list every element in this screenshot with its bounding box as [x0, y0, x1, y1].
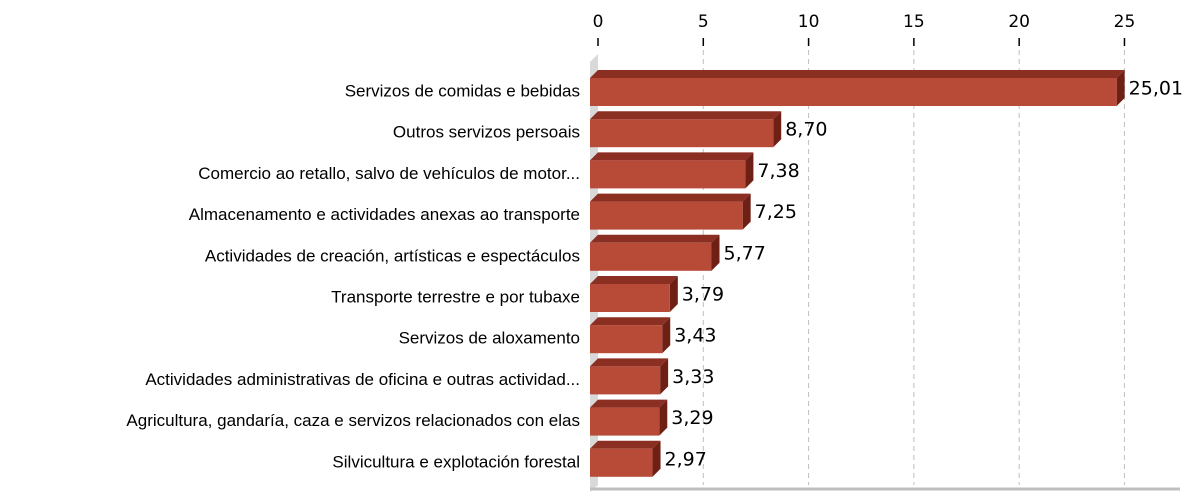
bar-front: [590, 448, 653, 477]
bar-top: [590, 440, 661, 449]
value-label: 25,01: [1129, 78, 1183, 100]
y-tick-label: Silvicultura e explotación forestal: [332, 452, 580, 471]
bar-top: [590, 317, 671, 326]
value-label: 3,33: [672, 366, 714, 388]
y-tick-label: Servizos de aloxamento: [399, 329, 580, 348]
bar-top: [590, 399, 668, 408]
bar-side: [669, 276, 678, 312]
x-tick-label: 20: [1008, 12, 1030, 32]
bar-front: [590, 366, 661, 395]
bar-side: [1116, 70, 1125, 106]
y-tick-label: Actividades administrativas de oficina e…: [145, 370, 580, 389]
bar-top: [590, 70, 1125, 78]
value-label: 3,43: [674, 325, 716, 347]
bar-side: [660, 358, 669, 395]
bar-front: [590, 78, 1117, 106]
bar-front: [590, 201, 743, 230]
bar-side: [659, 399, 668, 436]
value-label: 2,97: [665, 448, 707, 470]
bar-top: [590, 234, 720, 243]
y-tick-label: Outros servizos persoais: [393, 123, 580, 142]
bar: [590, 358, 669, 395]
bar: [590, 111, 782, 148]
y-tick-label: Agricultura, gandaría, caza e servizos r…: [126, 411, 580, 430]
bar: [590, 440, 661, 477]
value-label: 3,29: [671, 407, 713, 429]
bar: [590, 276, 678, 312]
bar-top: [590, 111, 782, 120]
y-tick-label: Comercio ao retallo, salvo de vehículos …: [198, 164, 580, 183]
bar-side: [773, 111, 782, 148]
value-label: 7,25: [755, 201, 797, 223]
bar: [590, 234, 720, 271]
value-label: 7,38: [757, 160, 799, 182]
bar-front: [590, 325, 663, 354]
y-tick-label: Transporte terrestre e por tubaxe: [331, 287, 580, 306]
bar: [590, 70, 1125, 106]
value-label: 5,77: [724, 242, 766, 264]
bar-front: [590, 119, 774, 148]
bar-side: [662, 317, 671, 354]
bar-top: [590, 152, 754, 161]
bar: [590, 152, 754, 189]
bar-front: [590, 284, 670, 312]
x-tick-label: 25: [1114, 12, 1136, 32]
bar-side: [745, 152, 754, 189]
bar-side: [742, 193, 751, 230]
value-label: 8,70: [785, 119, 827, 141]
x-tick-label: 15: [903, 12, 925, 32]
bar-front: [590, 242, 712, 271]
bar-top: [590, 358, 669, 367]
bar-top: [590, 193, 751, 202]
bar-top: [590, 276, 678, 284]
bar-front: [590, 407, 660, 436]
y-tick-label: Actividades de creación, artísticas e es…: [205, 246, 580, 265]
bar-side: [711, 234, 720, 271]
bar: [590, 193, 751, 230]
bar: [590, 399, 668, 436]
bar: [590, 317, 671, 354]
x-tick-label: 5: [698, 12, 709, 32]
bar-front: [590, 160, 746, 189]
value-label: 3,79: [682, 284, 724, 306]
y-tick-label: Almacenamento e actividades anexas ao tr…: [189, 205, 580, 224]
x-tick-label: 0: [593, 12, 604, 32]
x-tick-label: 10: [798, 12, 820, 32]
bar-side: [652, 440, 661, 477]
y-tick-label: Servizos de comidas e bebidas: [345, 81, 580, 100]
